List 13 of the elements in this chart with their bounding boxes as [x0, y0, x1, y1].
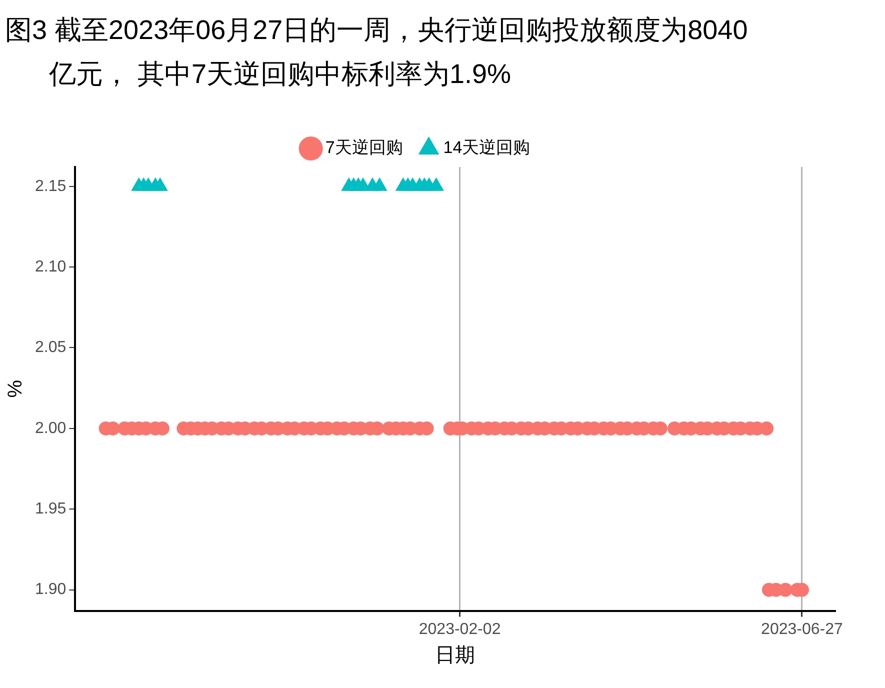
y-axis-title: %: [4, 380, 27, 398]
chart-title: 图3 截至2023年06月27日的一周，央行逆回购投放额度为8040亿元， 其中7天逆回购中标利率为1.9%: [5, 14, 749, 91]
y-tick-label: 2.05: [35, 339, 66, 356]
legend-label: 14天逆回购: [443, 138, 530, 158]
y-tick-label: 2.10: [35, 258, 66, 276]
x-tick-label: 2023-06-27: [761, 620, 843, 638]
y-tick-label: 2.15: [35, 178, 66, 195]
y-tick-label: 2.00: [35, 420, 66, 437]
legend-label: 7天逆回购: [325, 138, 403, 158]
y-tick-label: 1.95: [35, 500, 66, 518]
y-tick-label: 1.90: [35, 581, 66, 598]
x-axis-title: 日期: [435, 644, 476, 667]
x-tick-label: 2023-02-02: [418, 620, 501, 638]
